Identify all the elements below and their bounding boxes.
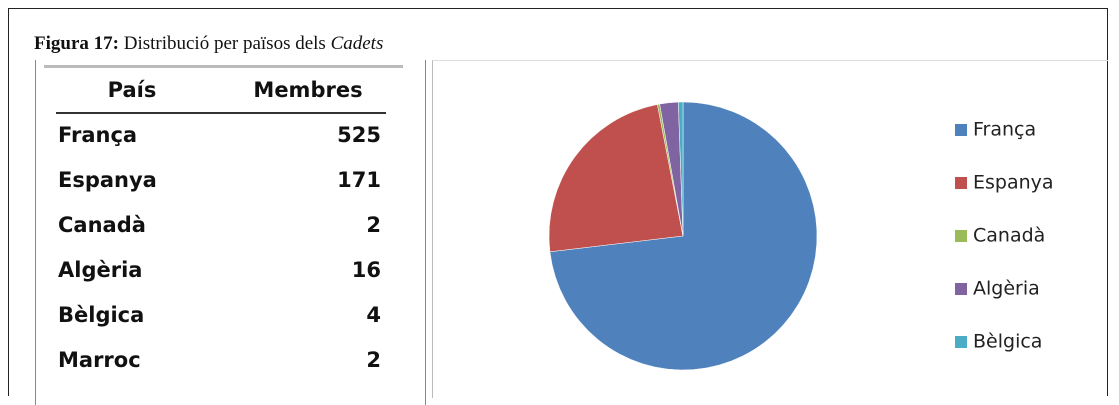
table-cell: 2	[366, 213, 381, 237]
table-cell: 171	[337, 168, 381, 192]
table-cell: 4	[366, 303, 381, 327]
caption: Figura 17: Distribució per països dels C…	[34, 33, 383, 55]
frame	[8, 8, 1108, 396]
table-cell: Algèria	[58, 258, 143, 282]
chart-area	[432, 60, 1108, 398]
table-cell: 2	[366, 348, 381, 372]
header-cell: Membres	[253, 78, 363, 102]
table-cell: Marroc	[58, 348, 141, 372]
table-cell: 16	[351, 258, 381, 282]
table-cell: França	[58, 123, 138, 147]
legend-swatch	[955, 177, 967, 189]
legend-label: Algèria	[973, 278, 1040, 300]
table-cell: Bèlgica	[58, 303, 145, 327]
shadow	[44, 65, 403, 68]
legend-label: Canadà	[973, 225, 1045, 247]
table-cell: 525	[337, 123, 381, 147]
legend-label: França	[973, 119, 1036, 141]
legend-swatch	[955, 283, 967, 295]
pie-slice	[678, 101, 684, 237]
legend-swatch	[955, 124, 967, 136]
pie-slice	[549, 101, 818, 371]
legend-swatch	[955, 230, 967, 242]
table-cell: Canadà	[58, 213, 146, 237]
legend-swatch	[955, 336, 967, 348]
legend-label: Espanya	[973, 172, 1054, 194]
pie-slice	[548, 104, 684, 253]
caption-emphasis: Cadets	[330, 33, 384, 54]
legend-label: Bèlgica	[973, 331, 1042, 353]
header-cell: País	[107, 78, 157, 102]
table: País Membres França 525 Espanya 171 Canadà 2 Alg…	[35, 60, 426, 405]
caption-label: Figura 17:	[34, 33, 119, 54]
table-cell: Espanya	[58, 168, 157, 192]
header-rule	[56, 112, 386, 114]
caption-text: Distribució per països dels	[123, 33, 326, 54]
